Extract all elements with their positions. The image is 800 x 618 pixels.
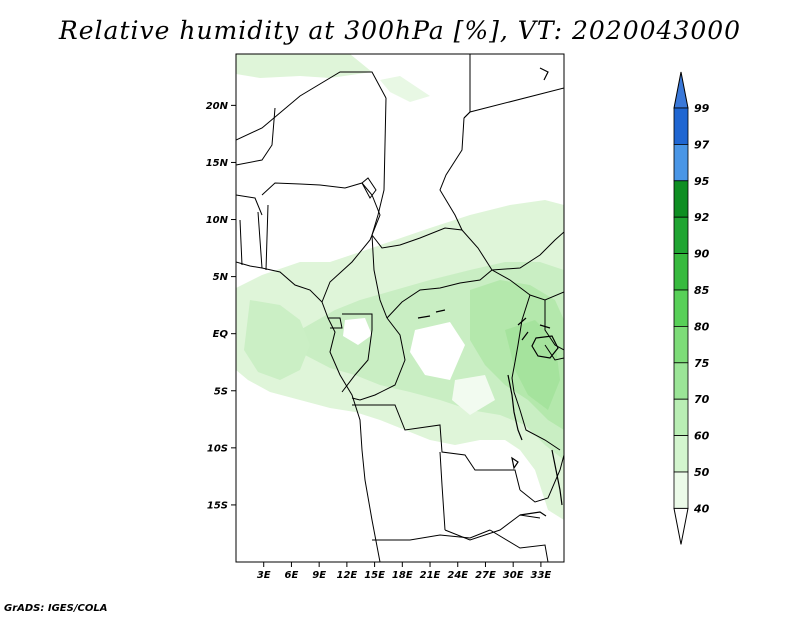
border-zambia	[519, 454, 564, 503]
border-rwanda-burundi	[511, 361, 561, 451]
humidity-map: 20N 15N 10N 5N EQ 5S 10S 15S 3E 6E 9E 12E 15E 18E 21E…	[206, 53, 710, 581]
lon-label: 33E	[531, 570, 552, 581]
lat-label: 5S	[214, 386, 228, 397]
colorbar-segment	[673, 398, 689, 437]
border-chad-sudan	[439, 117, 465, 231]
lon-label: 30E	[503, 570, 524, 581]
border-mali-niger	[236, 107, 276, 166]
border-libya-chad	[371, 97, 387, 236]
border-gabon-congo	[341, 313, 373, 393]
border-south-sudan	[491, 231, 564, 271]
border-congo-drc	[351, 317, 406, 401]
colorbar-segment	[673, 107, 689, 145]
lat-label: 10N	[206, 215, 229, 226]
lat-label: 15S	[207, 500, 228, 511]
colorbar-label: 99	[694, 102, 710, 115]
colorbar-max-triangle	[673, 71, 689, 109]
colorbar-segment	[673, 435, 689, 473]
colorbar-segment	[673, 253, 689, 291]
border-burkina	[236, 194, 263, 216]
lat-label: 10S	[207, 443, 228, 454]
border-zambia-south	[444, 514, 541, 541]
dry-patch-1	[410, 322, 465, 380]
colorbar-label: 75	[694, 357, 710, 370]
colorbar-label: 97	[694, 138, 710, 151]
border-zimbabwe	[489, 529, 549, 562]
country-borders	[236, 54, 564, 562]
border-uganda-kenya	[544, 300, 564, 351]
border-tanzania	[544, 344, 564, 361]
lon-label: 3E	[257, 570, 271, 581]
border-chad-car	[371, 227, 493, 271]
lon-label: 12E	[336, 570, 357, 581]
dry-patch-2	[452, 375, 495, 415]
border-cameroon-car	[371, 234, 388, 319]
grads-credit: GrADS: IGES/COLA	[4, 603, 108, 614]
border-drc-angola	[352, 404, 521, 491]
border-car-drc	[386, 269, 531, 319]
border-angola-zambia	[439, 451, 446, 531]
lat-label: 20N	[206, 101, 229, 112]
humidity-area-north-east	[380, 76, 430, 102]
lon-label: 6E	[285, 570, 299, 581]
lake-victoria	[531, 335, 559, 359]
lake-tumba	[417, 309, 446, 319]
colorbar-label: 40	[693, 502, 710, 515]
border-drc-uganda	[514, 294, 531, 363]
border-eq-guinea	[328, 317, 343, 329]
map-frame	[235, 53, 565, 563]
colorbar-label: 95	[694, 175, 710, 188]
lon-label: 27E	[475, 570, 496, 581]
longitude-axis: 3E 6E 9E 12E 15E 18E 21E 24E 27E 30E 33E	[257, 562, 552, 581]
border-niger-nigeria	[261, 182, 363, 196]
lon-label: 21E	[420, 570, 441, 581]
colorbar-label: 90	[694, 248, 710, 261]
colorbar-segment	[673, 471, 689, 509]
dry-patch-3	[343, 318, 372, 345]
coastline	[236, 261, 381, 562]
lake-turkana	[539, 67, 549, 81]
lake-kariba	[519, 511, 547, 517]
colorbar-label: 50	[694, 466, 710, 479]
lat-label: EQ	[213, 329, 229, 340]
lake-tanganyika	[507, 374, 523, 441]
colorbar-segment	[673, 325, 689, 364]
lon-label: 15E	[364, 570, 385, 581]
lon-label: 24E	[447, 570, 468, 581]
colorbar-label: 70	[694, 393, 710, 406]
colorbar-segment	[673, 216, 689, 254]
map-title: Relative humidity at 300hPa [%], VT: 202…	[58, 16, 742, 45]
humidity-area-coast	[244, 300, 310, 380]
colorbar-segment	[673, 289, 689, 327]
lon-label: 18E	[392, 570, 413, 581]
lake-chad	[361, 177, 377, 199]
border-ghana-togo-benin	[239, 204, 269, 271]
lake-mweru	[511, 456, 519, 470]
lat-label: 5N	[213, 272, 229, 283]
latitude-axis: 20N 15N 10N 5N EQ 5S 10S 15S	[206, 101, 236, 511]
colorbar-label: 60	[694, 430, 710, 443]
colorbar-label: 85	[694, 284, 710, 297]
colorbar-segment	[673, 362, 689, 400]
border-sudan-north	[463, 87, 564, 119]
colorbar-segment	[673, 180, 689, 218]
lon-label: 9E	[312, 570, 326, 581]
colorbar-label: 80	[694, 320, 710, 333]
humidity-shading	[236, 54, 564, 520]
colorbar-min-triangle	[673, 507, 689, 545]
border-algeria-niger	[236, 71, 387, 141]
lake-albert	[517, 317, 529, 341]
lat-label: 15N	[206, 158, 229, 169]
border-angola-namibia	[372, 529, 491, 541]
border-egypt	[463, 54, 471, 119]
colorbar-label: 92	[694, 211, 710, 224]
lake-malawi	[551, 449, 563, 506]
lake-kyoga	[539, 324, 551, 329]
humidity-area-north	[236, 54, 372, 78]
colorbar: 99 97 95 92 90 85 80 75 70 60 50 40	[673, 71, 710, 545]
colorbar-segment	[673, 143, 689, 182]
lakes	[417, 67, 563, 517]
